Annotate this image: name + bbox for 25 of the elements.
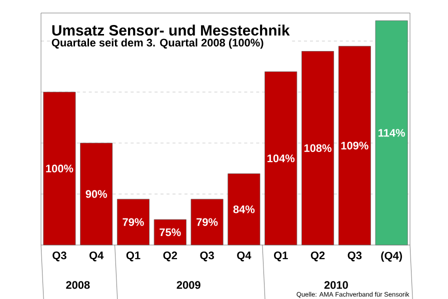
data-label: 104%	[268, 154, 295, 162]
x-tick-label: (Q4)	[381, 252, 402, 262]
text: Umsatz Sensor- und Messtechnik	[52, 24, 290, 36]
data-label: 100%	[46, 164, 74, 172]
data-label: 79%	[122, 218, 144, 226]
data-label: 109%	[341, 142, 368, 150]
text: Quartale seit dem 3. Quartal 2008 (100%)	[52, 38, 264, 49]
x-tick-label: Q2	[310, 252, 325, 262]
data-label: 75%	[160, 228, 181, 236]
text: 2010	[324, 281, 348, 289]
data-label: 79%	[196, 218, 218, 226]
text: 2008	[66, 281, 90, 289]
data-label: 108%	[304, 144, 332, 152]
x-tick-label: Q4	[237, 252, 252, 262]
x-tick-label: Q1	[274, 252, 288, 262]
data-label: 90%	[86, 190, 108, 198]
x-tick-label: Q3	[348, 252, 362, 262]
x-tick-label: Q2	[163, 252, 178, 262]
x-tick-label: Q1	[126, 252, 140, 262]
text: 2009	[176, 281, 200, 289]
data-label: 84%	[233, 205, 255, 214]
data-label: 114%	[378, 128, 405, 137]
x-tick-label: Q3	[200, 252, 214, 262]
x-tick-label: Q4	[89, 252, 104, 262]
x-tick-label: Q3	[52, 252, 66, 262]
